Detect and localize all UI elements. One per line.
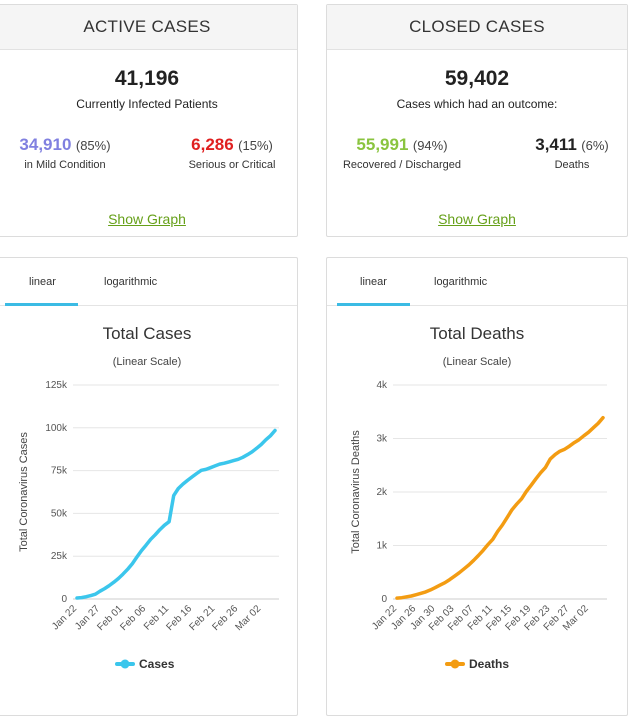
y-tick-label: 1k	[376, 541, 388, 552]
serious-percent: (15%)	[238, 138, 273, 153]
chart-title: Total Deaths	[429, 324, 525, 343]
y-tick-label: 0	[61, 594, 67, 605]
series-line	[395, 415, 605, 600]
closed-cases-total: 59,402	[444, 67, 510, 90]
closed-cases-total-label: Cases which had an outcome:	[396, 97, 558, 111]
x-tick-label: Mar 02	[234, 603, 264, 633]
tab-logarithmic[interactable]: logarithmic	[434, 276, 488, 288]
legend-label: Cases	[139, 657, 175, 671]
serious-condition-block: 6,286 (15%) Serious or Critical	[162, 135, 302, 171]
series-line	[75, 428, 277, 600]
recovered-label: Recovered / Discharged	[342, 159, 461, 171]
active-tab-indicator	[5, 303, 78, 306]
x-tick-label: Jan 22	[50, 603, 79, 632]
deaths-scale-tabs: linear logarithmic	[327, 258, 627, 306]
chart-subtitle: (Linear Scale)	[112, 356, 182, 368]
deaths-block: 3,411 (6%) Deaths	[507, 135, 632, 171]
recovered-percent: (94%)	[412, 138, 448, 153]
mild-condition-block: 34,910 (85%) in Mild Condition	[0, 135, 140, 171]
y-tick-label: 125k	[45, 380, 68, 391]
recovered-block: 55,991 (94%) Recovered / Discharged	[327, 135, 477, 171]
total-deaths-chart-panel: linear logarithmic Total Deaths (Linear …	[326, 257, 628, 716]
legend-label: Deaths	[469, 657, 509, 671]
mild-label: in Mild Condition	[24, 159, 106, 171]
y-tick-label: 3k	[376, 434, 388, 445]
deaths-percent: (6%)	[581, 138, 609, 153]
y-tick-label: 25k	[51, 551, 68, 562]
active-tab-indicator	[337, 303, 410, 306]
x-tick-label: Feb 06	[118, 603, 148, 633]
active-show-graph-link[interactable]: Show Graph	[108, 211, 186, 227]
y-tick-label: 4k	[376, 380, 388, 391]
legend-marker	[450, 659, 460, 669]
y-axis-label: Total Coronavirus Deaths	[350, 430, 362, 554]
chart-title: Total Cases	[102, 324, 192, 343]
y-axis-label: Total Coronavirus Cases	[18, 432, 30, 552]
total-cases-chart-panel: linear logarithmic Total Cases (Linear S…	[0, 257, 298, 716]
deaths-value: 3,411	[535, 135, 577, 154]
mild-percent: (85%)	[75, 138, 111, 153]
y-tick-label: 2k	[376, 487, 388, 498]
tab-linear[interactable]: linear	[360, 276, 387, 288]
deaths-label: Deaths	[554, 159, 590, 171]
legend-marker	[120, 659, 130, 669]
closed-cases-header: CLOSED CASES	[327, 5, 627, 50]
y-tick-label: 100k	[45, 423, 68, 434]
active-cases-total-label: Currently Infected Patients	[76, 97, 218, 111]
tab-linear[interactable]: linear	[29, 276, 56, 288]
serious-value: 6,286	[191, 135, 234, 154]
closed-cases-panel: CLOSED CASES 59,402 Cases which had an o…	[326, 4, 628, 237]
active-cases-total: 41,196	[114, 67, 180, 90]
active-cases-panel: ACTIVE CASES 41,196 Currently Infected P…	[0, 4, 298, 237]
tab-logarithmic[interactable]: logarithmic	[104, 276, 158, 288]
closed-show-graph-link[interactable]: Show Graph	[438, 211, 516, 227]
chart-subtitle: (Linear Scale)	[442, 356, 512, 368]
y-tick-label: 0	[381, 594, 387, 605]
y-tick-label: 50k	[51, 508, 68, 519]
recovered-value: 55,991	[356, 135, 409, 154]
active-cases-header: ACTIVE CASES	[0, 5, 297, 50]
serious-label: Serious or Critical	[188, 159, 276, 171]
y-tick-label: 75k	[51, 466, 68, 477]
cases-scale-tabs: linear logarithmic	[0, 258, 297, 306]
mild-value: 34,910	[19, 135, 72, 154]
